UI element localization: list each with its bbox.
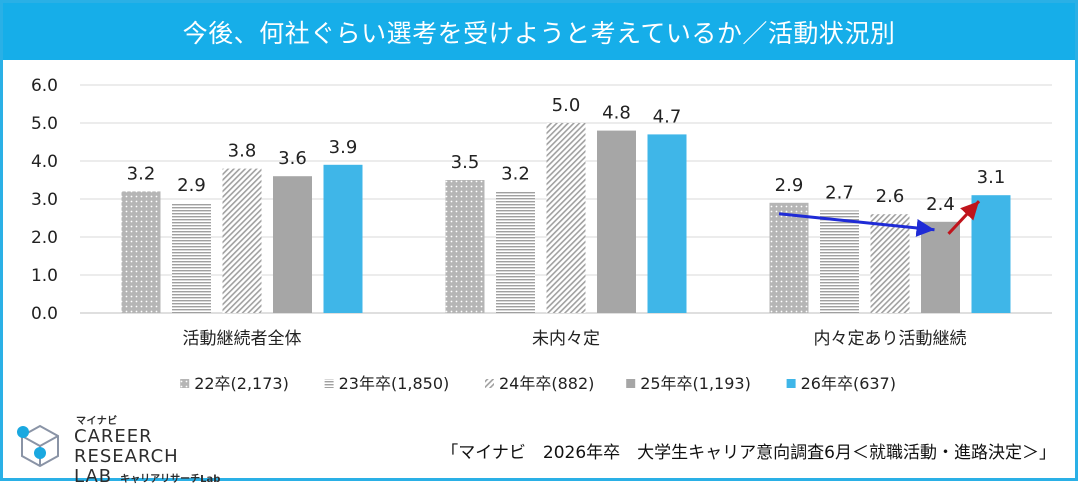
legend-label: 26年卒(637) [801, 374, 896, 393]
bar [323, 164, 363, 313]
data-label: 2.9 [177, 175, 206, 196]
logo-line2: LAB [74, 466, 113, 487]
y-tick-label: 4.0 [31, 152, 58, 172]
y-tick-label: 6.0 [31, 76, 58, 96]
bar [222, 168, 262, 313]
data-label: 3.2 [501, 163, 530, 184]
legend-swatch [786, 379, 796, 388]
legend-swatch [180, 379, 190, 388]
bar [870, 214, 910, 313]
bar [820, 210, 859, 313]
bar [597, 130, 636, 313]
legend-swatch [626, 379, 636, 388]
y-tick-label: 1.0 [31, 266, 58, 286]
x-category-label: 活動継続者全体 [183, 329, 302, 349]
data-label: 2.7 [825, 182, 854, 203]
y-tick-label: 3.0 [31, 190, 58, 210]
source-note: 「マイナビ 2026年卒 大学生キャリア意向調査6月＜就職活動・進路決定＞」 [441, 443, 1056, 463]
data-label: 3.6 [278, 148, 307, 169]
data-label: 4.8 [602, 103, 631, 124]
data-label: 3.9 [329, 137, 358, 158]
data-label: 3.2 [127, 163, 156, 184]
trend-arrow [778, 212, 935, 237]
logo: マイナビ CAREER RESEARCH LAB キャリアリサーチLab [14, 412, 254, 487]
data-label: 5.0 [552, 95, 581, 116]
bar [496, 191, 535, 313]
logo-sub: キャリアリサーチLab [120, 474, 221, 485]
bar [546, 123, 586, 313]
logo-brand: マイナビ [76, 416, 118, 427]
data-label: 3.8 [228, 141, 257, 162]
bar [445, 180, 485, 313]
bar [921, 221, 960, 313]
y-tick-label: 2.0 [31, 228, 58, 248]
chart-title: 今後、何社ぐらい選考を受けようと考えているか／活動状況別 [3, 3, 1075, 60]
logo-line1: CAREER RESEARCH [74, 426, 179, 467]
bar [769, 202, 809, 313]
legend-label: 24年卒(882) [499, 374, 594, 393]
bar [647, 134, 687, 313]
legend-label: 25年卒(1,193) [640, 374, 751, 393]
bar [273, 176, 312, 313]
bar [172, 202, 211, 313]
legend-label: 23年卒(1,850) [339, 374, 450, 393]
x-category-label: 未内々定 [532, 329, 600, 349]
y-tick-label: 0.0 [31, 304, 58, 324]
trend-arrow [947, 200, 981, 235]
data-label: 2.4 [926, 194, 955, 215]
legend-label: 22卒(2,173) [194, 374, 289, 393]
data-label: 4.7 [653, 106, 682, 127]
data-label: 2.6 [876, 186, 905, 207]
bar [971, 195, 1011, 313]
logo-cube-icon [17, 424, 59, 468]
data-label: 3.1 [977, 167, 1006, 188]
bar [121, 191, 161, 313]
x-category-label: 内々定あり活動継続 [814, 329, 967, 349]
data-label: 3.5 [451, 152, 480, 173]
data-label: 2.9 [775, 175, 804, 196]
legend-swatch [324, 379, 334, 388]
y-tick-label: 5.0 [31, 114, 58, 134]
legend-swatch [485, 379, 494, 388]
